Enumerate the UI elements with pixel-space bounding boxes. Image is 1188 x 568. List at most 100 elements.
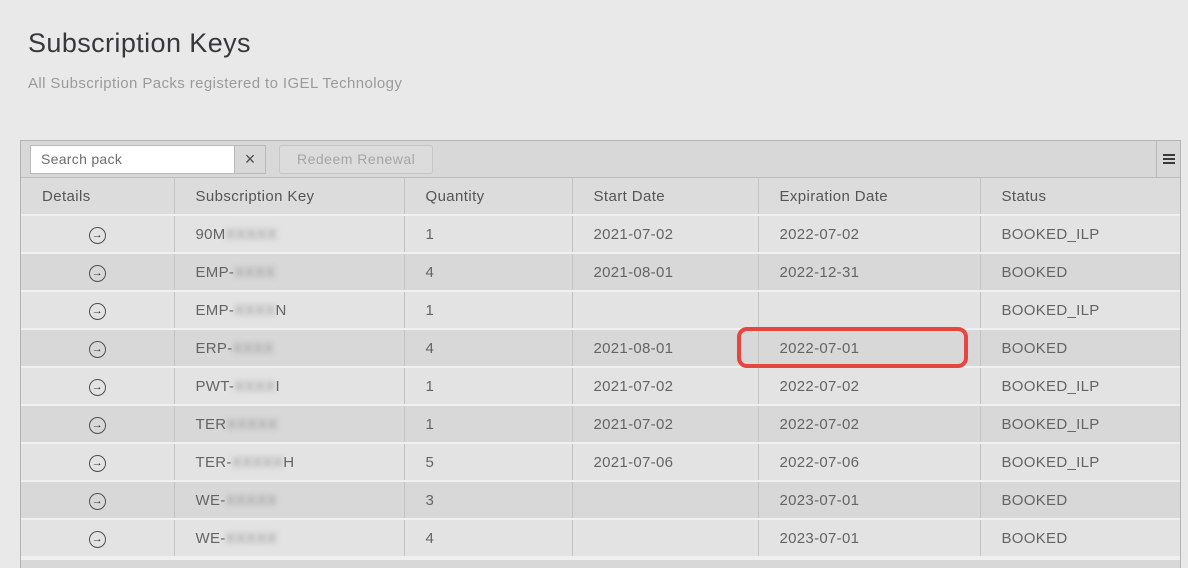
expiration-date-cell: 2023-07-01	[758, 519, 981, 558]
start-date-cell: 2021-07-02	[572, 215, 759, 254]
circled-right-arrow-icon: →	[91, 342, 103, 355]
status-cell: BOOKED_ILP	[980, 367, 1180, 406]
subscription-key-cell: EMP-XXXX	[174, 253, 405, 292]
details-button[interactable]: →	[88, 530, 106, 548]
expiration-date-cell: 2022-07-02	[758, 405, 981, 444]
quantity-cell: 4	[404, 253, 573, 292]
status-cell: BOOKED	[980, 481, 1180, 520]
column-header-start-date: Start Date	[572, 178, 759, 216]
table-row: → EMP-XXXXN 1 BOOKED_ILP	[21, 291, 1180, 330]
column-header-quantity: Quantity	[404, 178, 573, 216]
quantity-cell: 4	[404, 519, 573, 558]
start-date-cell	[572, 291, 759, 330]
column-header-details: Details	[21, 178, 175, 216]
details-cell: →	[21, 215, 175, 254]
column-header-expiration-date: Expiration Date	[758, 178, 981, 216]
circled-right-arrow-icon: →	[91, 266, 103, 279]
masked-key-segment: XXXXX	[225, 225, 278, 243]
masked-key-segment: XXXXX	[226, 415, 278, 433]
circled-right-arrow-icon: →	[91, 380, 103, 393]
expiration-date-cell: 2022-07-06	[758, 443, 981, 482]
quantity-cell: 1	[404, 291, 573, 330]
expiration-date-cell	[758, 291, 981, 330]
details-button[interactable]: →	[88, 302, 106, 320]
masked-key-segment: XXXX	[234, 263, 276, 281]
details-cell: →	[21, 329, 175, 368]
details-button[interactable]: →	[88, 492, 106, 510]
details-button[interactable]: →	[88, 416, 106, 434]
page-subtitle: All Subscription Packs registered to IGE…	[28, 75, 403, 92]
table-row: → TERXXXXX 1 2021-07-02 2022-07-02 BOOKE…	[21, 405, 1180, 444]
start-date-cell: 2021-08-01	[572, 329, 759, 368]
status-cell: BOOKED	[980, 519, 1180, 558]
table-row: → TER-XXXXXH 5 2021-07-06 2022-07-06 BOO…	[21, 443, 1180, 482]
subscription-key-cell: TERXXXXX	[174, 405, 405, 444]
details-cell: →	[21, 443, 175, 482]
quantity-cell: 5	[404, 443, 573, 482]
status-cell: BOOKED_ILP	[980, 443, 1180, 482]
masked-key-segment: XXXXX	[231, 453, 284, 471]
clear-search-button[interactable]: ×	[234, 145, 265, 173]
subscription-key-cell: PWT-XXXXI	[174, 367, 405, 406]
details-cell: →	[21, 253, 175, 292]
status-cell: BOOKED_ILP	[980, 215, 1180, 254]
quantity-cell: 1	[404, 367, 573, 406]
expiration-date-cell: 2022-07-02	[758, 367, 981, 406]
subscription-key-cell: TER-XXXXXH	[174, 443, 405, 482]
table-row: → 90MXXXXX 1 2021-07-02 2022-07-02 BOOKE…	[21, 215, 1180, 254]
table-row: → PWT-XXXXI 1 2021-07-02 2022-07-02 BOOK…	[21, 367, 1180, 406]
start-date-cell: 2021-07-06	[572, 443, 759, 482]
subscription-table-panel: × Redeem Renewal Details Subscription Ke…	[20, 140, 1181, 568]
close-icon: ×	[244, 149, 256, 169]
expiration-date-cell: 2022-12-31	[758, 253, 981, 292]
expiration-date-cell: 2022-07-02	[758, 215, 981, 254]
table-header-row: Details Subscription Key Quantity Start …	[21, 178, 1180, 216]
masked-key-segment: XXXX	[234, 301, 276, 319]
search-input[interactable]	[31, 145, 234, 173]
table-row: → EMP-XXXX 4 2021-08-01 2022-12-31 BOOKE…	[21, 253, 1180, 292]
circled-right-arrow-icon: →	[91, 532, 103, 545]
details-button[interactable]: →	[88, 378, 106, 396]
start-date-cell: 2021-07-02	[572, 405, 759, 444]
subscription-key-cell: EMP-XXXXN	[174, 291, 405, 330]
details-button[interactable]: →	[88, 340, 106, 358]
details-cell: →	[21, 519, 175, 558]
table-row: → WE-XXXXX 3 2023-07-01 BOOKED	[21, 481, 1180, 520]
table-header: Details Subscription Key Quantity Start …	[21, 178, 1180, 216]
masked-key-segment: XXXXX	[225, 491, 278, 509]
column-header-status: Status	[980, 178, 1180, 216]
quantity-cell: 4	[404, 329, 573, 368]
status-cell: BOOKED	[980, 253, 1180, 292]
table-row: → WE-XXXXX 4 2023-07-01 BOOKED	[21, 519, 1180, 558]
details-cell: →	[21, 481, 175, 520]
table-row: → ERP-XXXX 4 2021-08-01 2022-07-01 BOOKE…	[21, 329, 1180, 368]
start-date-cell: 2021-08-01	[572, 253, 759, 292]
circled-right-arrow-icon: →	[91, 456, 103, 469]
subscription-key-cell: WE-XXXXX	[174, 481, 405, 520]
status-cell: BOOKED_ILP	[980, 291, 1180, 330]
quantity-cell: 1	[404, 405, 573, 444]
redeem-renewal-button[interactable]: Redeem Renewal	[279, 144, 434, 174]
quantity-cell: 3	[404, 481, 573, 520]
circled-right-arrow-icon: →	[91, 418, 103, 431]
table-menu-button[interactable]	[1156, 141, 1180, 177]
details-cell: →	[21, 367, 175, 406]
circled-right-arrow-icon: →	[91, 494, 103, 507]
table-toolbar: × Redeem Renewal	[21, 141, 1180, 178]
details-cell: →	[21, 291, 175, 330]
details-button[interactable]: →	[88, 226, 106, 244]
column-header-subscription-key: Subscription Key	[174, 178, 405, 216]
details-button[interactable]: →	[88, 264, 106, 282]
details-button[interactable]: →	[88, 454, 106, 472]
masked-key-segment: XXXXX	[225, 529, 278, 547]
subscription-key-cell: 90MXXXXX	[174, 215, 405, 254]
search-group: ×	[30, 144, 266, 174]
status-cell: BOOKED	[980, 329, 1180, 368]
quantity-cell: 1	[404, 215, 573, 254]
partial-next-row	[21, 558, 1180, 568]
page-header: Subscription Keys All Subscription Packs…	[28, 28, 402, 92]
table-body: → 90MXXXXX 1 2021-07-02 2022-07-02 BOOKE…	[21, 215, 1180, 558]
start-date-cell	[572, 519, 759, 558]
circled-right-arrow-icon: →	[91, 228, 103, 241]
